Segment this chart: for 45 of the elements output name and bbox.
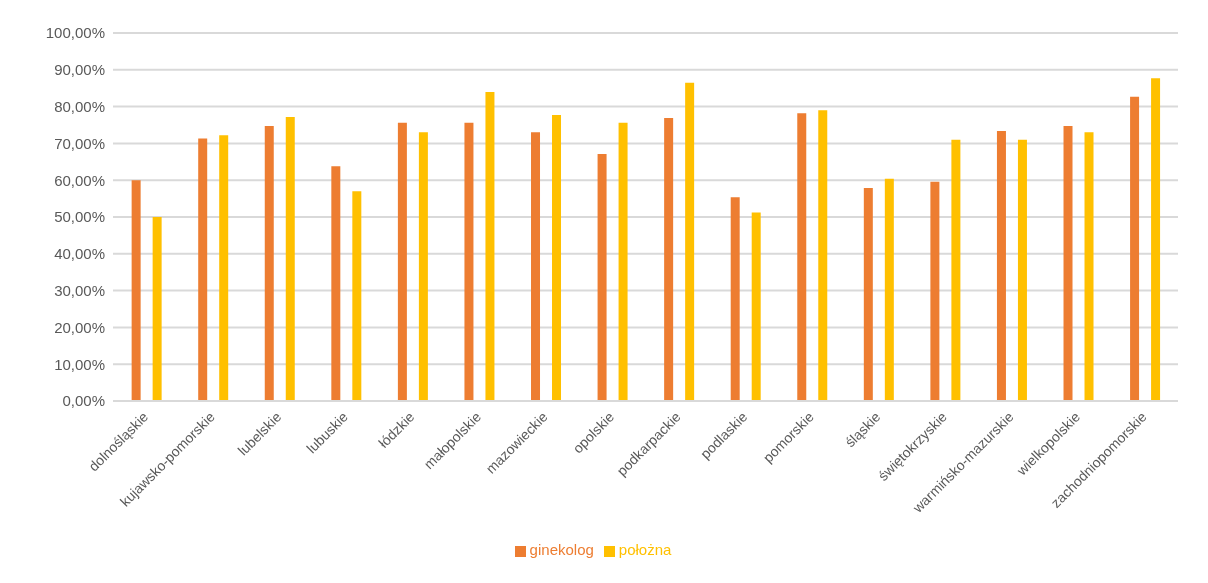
bar bbox=[1151, 78, 1161, 401]
bar bbox=[618, 122, 628, 401]
y-tick-label: 100,00% bbox=[45, 24, 105, 42]
bar bbox=[131, 180, 141, 401]
bar bbox=[884, 178, 894, 401]
legend-label: ginekolog bbox=[529, 541, 594, 558]
y-tick-label: 70,00% bbox=[54, 134, 105, 152]
bar bbox=[818, 110, 828, 401]
y-tick-label: 60,00% bbox=[54, 171, 105, 189]
y-tick-label: 50,00% bbox=[54, 208, 105, 226]
y-tick-label: 40,00% bbox=[54, 245, 105, 263]
bar bbox=[464, 122, 474, 401]
bar bbox=[1130, 96, 1140, 401]
bar bbox=[730, 197, 740, 401]
bar bbox=[418, 132, 428, 401]
bar bbox=[552, 115, 562, 401]
bar bbox=[285, 116, 295, 401]
bar bbox=[1084, 132, 1094, 401]
y-tick-label: 20,00% bbox=[54, 318, 105, 336]
bar bbox=[1063, 126, 1073, 401]
y-tick-label: 90,00% bbox=[54, 61, 105, 79]
bar bbox=[863, 187, 873, 401]
bar bbox=[352, 191, 362, 401]
bar bbox=[397, 122, 407, 401]
bar bbox=[797, 113, 807, 401]
y-tick-label: 80,00% bbox=[54, 97, 105, 115]
y-tick-label: 30,00% bbox=[54, 281, 105, 299]
y-tick-label: 10,00% bbox=[54, 355, 105, 373]
bar bbox=[531, 132, 541, 401]
bar bbox=[930, 181, 940, 401]
bar bbox=[597, 154, 607, 401]
bar bbox=[751, 212, 761, 401]
bar bbox=[664, 118, 674, 401]
bar bbox=[264, 126, 274, 401]
bar bbox=[996, 130, 1006, 401]
bar bbox=[685, 82, 695, 401]
legend-label: położna bbox=[618, 541, 672, 558]
bar bbox=[198, 138, 208, 401]
bar bbox=[331, 166, 341, 401]
bar bbox=[485, 91, 495, 401]
y-tick-label: 0,00% bbox=[62, 392, 105, 410]
bar bbox=[152, 217, 162, 401]
bar bbox=[951, 139, 961, 401]
bar bbox=[1017, 139, 1027, 401]
bar bbox=[219, 135, 229, 401]
